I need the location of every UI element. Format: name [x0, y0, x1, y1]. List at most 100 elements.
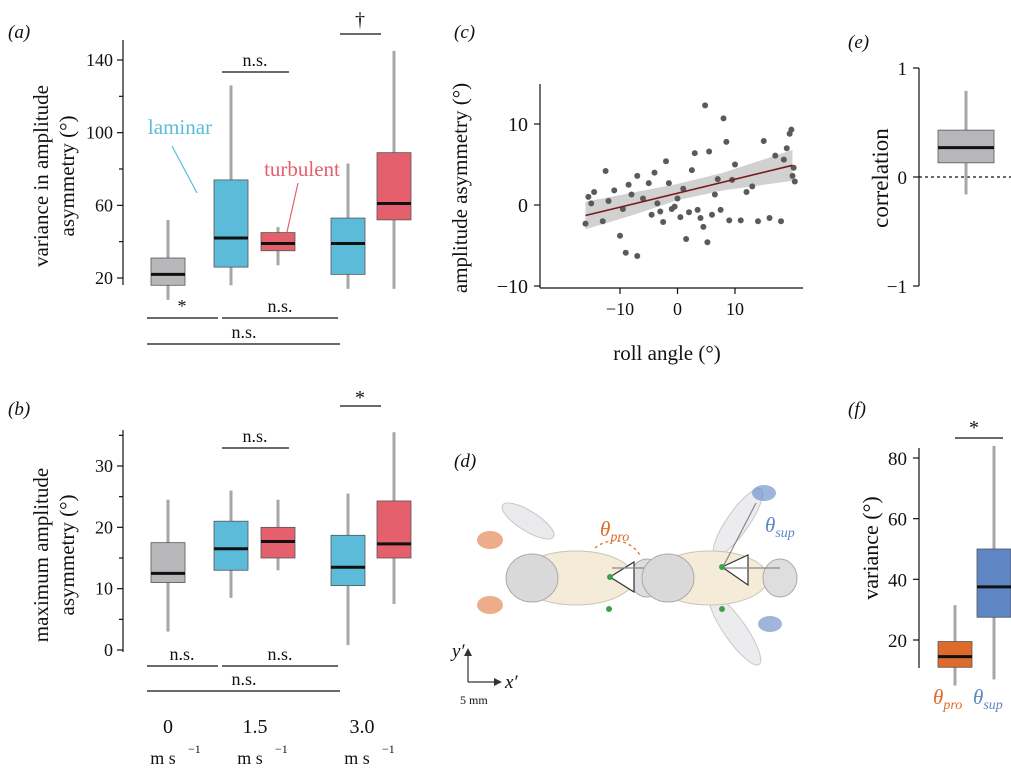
box-b-zero-0 [150, 499, 186, 632]
fly-illustration-pronation: θpro [477, 502, 670, 614]
scatter-point [674, 195, 681, 202]
pronation-marker-bottom [477, 596, 503, 614]
scatter-point [737, 217, 744, 224]
scatter-point [625, 181, 632, 188]
scatter-point [778, 218, 784, 225]
panel-b-y-axis-tick-label: 10 [95, 579, 113, 599]
box-b-turbulent-3-0-box [376, 500, 412, 559]
panel-c-plot: −10 0 10 −10 0 10 [497, 84, 803, 319]
scatter-point [694, 206, 701, 213]
panel-b-y-axis-tick-label: 0 [104, 640, 113, 660]
box-f-theta-pro [937, 605, 973, 686]
scatter-point [591, 189, 598, 196]
wing-axis-right [723, 502, 757, 566]
scatter-point [766, 214, 773, 221]
sig-label-b-0-vs-1-5: n.s. [169, 644, 194, 664]
sig-label-a-0-vs-1-5: * [178, 296, 187, 316]
panel-c-y-tick-label: 0 [518, 195, 528, 217]
scatter-point [791, 178, 798, 185]
box-e-correlation [937, 90, 995, 195]
panel-c-x-tick-label: −10 [606, 299, 634, 319]
x-category-1-5-exp: −1 [275, 742, 288, 756]
scatter-point [723, 138, 730, 145]
theta-pro-label: θpro [600, 517, 629, 545]
turbulent-pointer-line [286, 182, 299, 233]
frame-point-right-1 [719, 564, 725, 570]
theta-sup-label: θsup [765, 513, 795, 541]
scatter-point [657, 208, 664, 215]
sig-label-b-3-0: * [355, 387, 365, 409]
scatter-point [617, 232, 623, 239]
scatter-point [732, 161, 738, 168]
scatter-point [755, 218, 761, 225]
sig-label-b-1-5: n.s. [242, 426, 267, 446]
scatter-point [704, 239, 711, 246]
panel-d: (d) θpro [450, 451, 798, 707]
scatter-point [645, 180, 652, 187]
scatter-point [697, 214, 704, 221]
x-category-1-5-value: 1.5 [243, 716, 268, 738]
scatter-point [720, 115, 727, 122]
frame-point-right-2 [719, 606, 725, 612]
x-category-0-value: 0 [163, 716, 173, 738]
fly-abdomen-right [641, 553, 695, 603]
scatter-point [611, 187, 618, 194]
panel-c-label: (c) [454, 22, 475, 43]
panel-b-y-axis-tick-label: 20 [95, 517, 113, 537]
box-b-laminar-3-0-box [330, 534, 366, 586]
regression-line [585, 164, 793, 217]
box-b-laminar-3-0 [330, 493, 366, 646]
scatter-point [702, 102, 709, 109]
scatter-point [783, 145, 790, 152]
laminar-annotation: laminar [148, 115, 212, 139]
panel-c-y-tick-label: 10 [508, 114, 528, 136]
scatter-point [654, 200, 661, 207]
panel-e-plot: −1 0 1 [887, 59, 1011, 298]
box-f-theta-sup [976, 445, 1011, 680]
fly-body-frame-triangle-right [720, 554, 749, 587]
x-category-3-0-unit: m s [344, 748, 370, 768]
x-category-0-unit: m s [150, 748, 176, 768]
box-b-zero-0-box [150, 542, 186, 583]
x-prime-arrowhead [494, 678, 502, 686]
x-category-1-5: 1.5 m s −1 [237, 716, 288, 768]
scatter-point [602, 167, 609, 174]
box-a-laminar-1-5-box [213, 179, 249, 268]
x-category-0-exp: −1 [188, 742, 201, 756]
scatter-point [749, 183, 756, 190]
box-f-theta-sup-box [976, 548, 1011, 618]
box-a-zero-0-box [150, 257, 186, 286]
scatter-point [582, 220, 589, 227]
panel-c-xlabel: roll angle (°) [613, 341, 721, 365]
box-a-turbulent-1-5-box [260, 232, 296, 252]
scatter-point [683, 236, 690, 243]
x-category-3-0-exp: −1 [382, 742, 395, 756]
panel-e-ylabel: correlation [868, 128, 893, 228]
sig-label-b-0-vs-3-0: n.s. [231, 669, 256, 689]
panel-f-y-tick-label: 40 [888, 570, 907, 591]
panel-f-y-tick-label: 80 [888, 449, 907, 470]
panel-f-label: (f) [848, 399, 866, 420]
box-a-laminar-3-0-box [330, 217, 366, 275]
panel-b-ylabel-line2: asymmetry (°) [55, 495, 79, 616]
panel-b: (b) maximum amplitude asymmetry (°) 0 10 2… [8, 387, 412, 768]
panel-e-y-tick-label: 0 [898, 168, 908, 189]
category-theta-sup: θsup [973, 685, 1003, 713]
panel-f: (f) variance (°) 20 40 60 80 * θpro θsup [848, 399, 1011, 713]
panel-e: (e) correlation −1 0 1 [848, 32, 1011, 298]
scatter-point [686, 209, 692, 216]
scatter-point [665, 180, 672, 187]
scatter-point [700, 223, 707, 230]
theta-pro-arc [594, 540, 641, 556]
fly-body-frame-triangle-left [608, 560, 635, 594]
fly-abdomen-left [505, 553, 559, 603]
panel-e-y-tick-label: −1 [887, 277, 907, 298]
panel-a-y-axis-tick-label: 140 [86, 50, 113, 70]
scatter-point [714, 176, 721, 183]
scatter-point [671, 203, 678, 210]
category-theta-pro: θpro [933, 685, 962, 713]
scale-bar-label: 5 mm [460, 693, 488, 707]
panel-b-y-axis: 0 10 20 30 [95, 430, 124, 660]
sig-label-a-0-vs-3-0: n.s. [231, 322, 256, 342]
